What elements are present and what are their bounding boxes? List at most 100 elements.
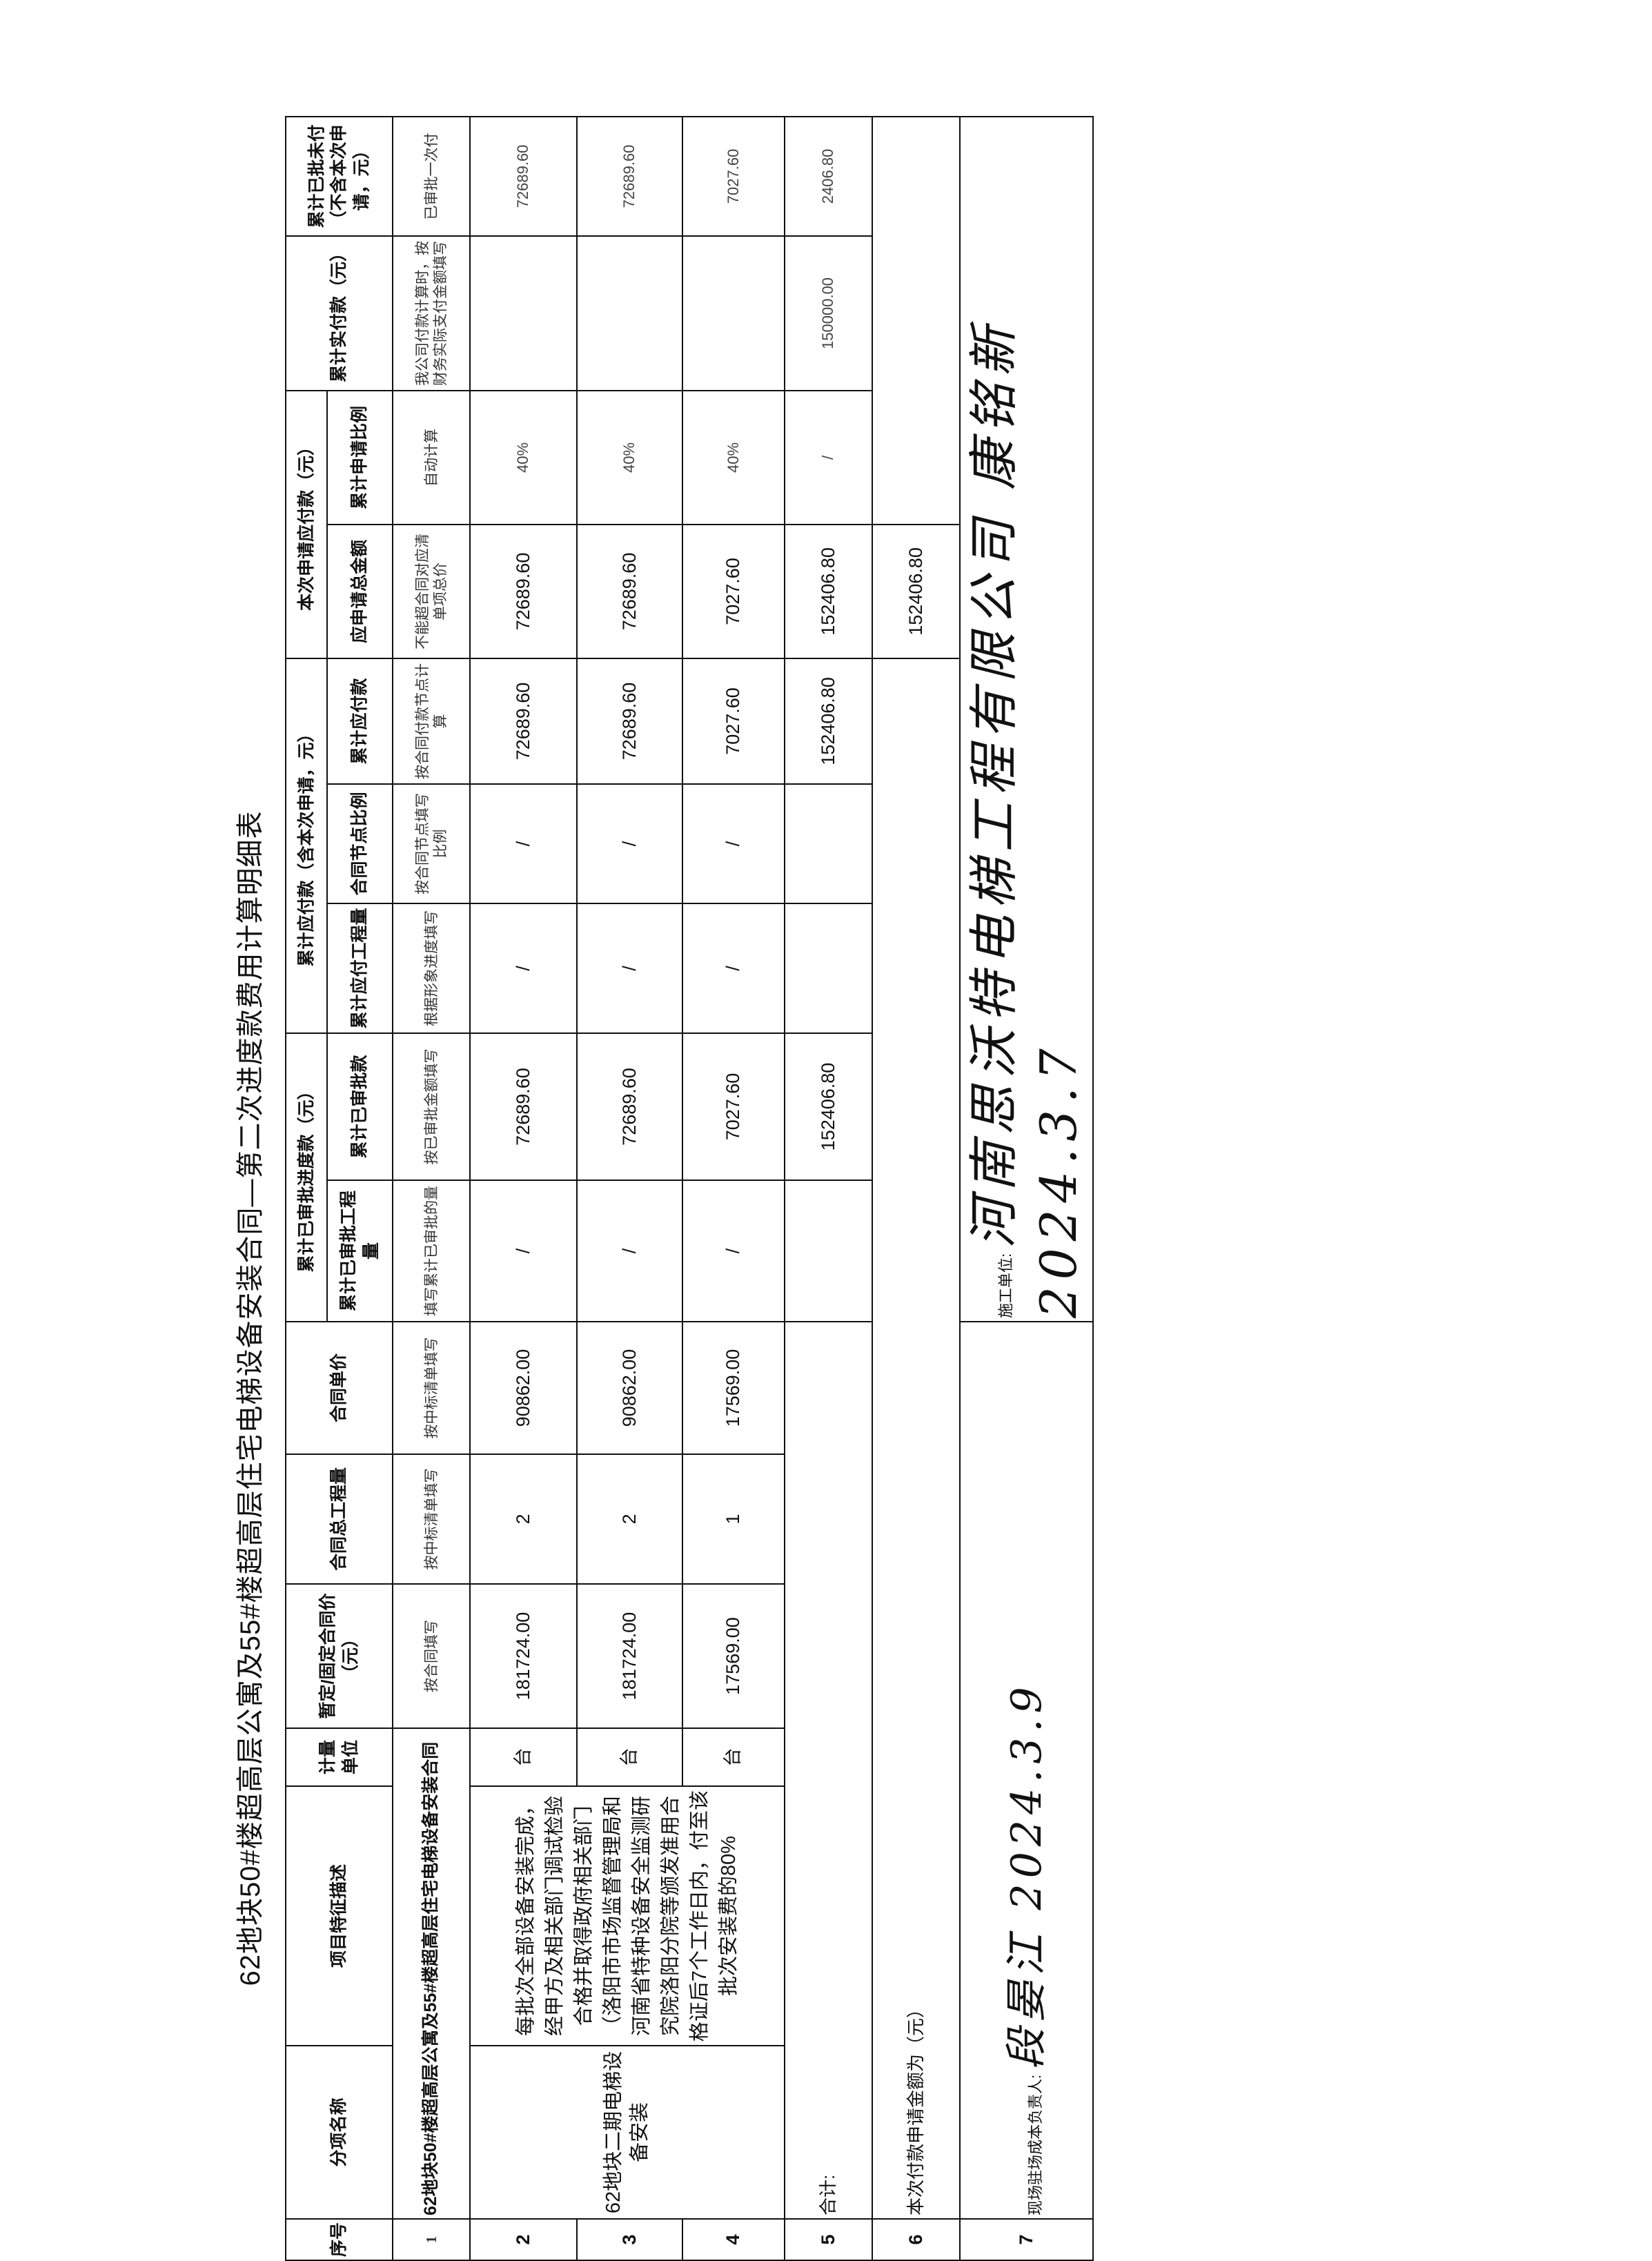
cell-approved-unpaid: 已审批一次付 <box>393 116 470 236</box>
cell-group-desc: 每批次全部设备安装完成，经甲方及相关部门调试检验合格并取得政府相关部门（洛阳市市… <box>470 1786 785 2046</box>
cell-group-name: 62地块二期电梯设备安装 <box>470 2046 785 2219</box>
cell-seq: 4 <box>682 2219 785 2260</box>
cell-paid: 我公司付款计算时，按财务实际支付金额填写 <box>393 235 470 391</box>
current-payment-row: 6 本次付款申请金额为（元） 152406.80 <box>872 116 960 2260</box>
cell-contract-price: 按合同填写 <box>393 1584 470 1728</box>
header-paid: 累计实付款（元） <box>286 235 393 391</box>
cell-node-ratio: / <box>470 783 577 903</box>
cell-payable-amount: 按合同付款节点计算 <box>393 658 470 784</box>
cell-apply-total: 不能超合同对应清单项总价 <box>393 524 470 658</box>
header-apply-ratio: 累计申请比例 <box>327 390 393 525</box>
signature-row: 7 现场驻场成本负责人: 段晏江 2024.3.9 施工单位: 河南思沃特电梯工… <box>960 116 1094 2260</box>
cell-payable-amount: 72689.60 <box>470 658 577 784</box>
total-payable-amount: 152406.80 <box>785 658 872 784</box>
header-contract-qty: 合同总工程量 <box>286 1454 393 1584</box>
cell-unit-price: 17569.00 <box>682 1322 785 1454</box>
cell-approved-unpaid: 72689.60 <box>577 116 682 236</box>
cell-unit: 台 <box>577 1728 682 1786</box>
header-group-current: 本次申请应付款（元） <box>286 390 327 658</box>
header-seq: 序号 <box>286 2219 393 2260</box>
header-payable-amount: 累计应付款 <box>327 658 393 784</box>
cell-seq: 2 <box>470 2219 577 2260</box>
cell-contract-qty: 按中标清单填写 <box>393 1454 470 1584</box>
site-manager-label: 现场驻场成本负责人: <box>1026 2074 1044 2215</box>
header-group-payable: 累计应付款（含本次申请，元） <box>286 658 327 1033</box>
cell-apply-total: 72689.60 <box>577 524 682 658</box>
total-apply-ratio: / <box>785 390 872 525</box>
header-node-ratio: 合同节点比例 <box>327 783 393 903</box>
cell-payable-qty: 根据形象进度填写 <box>393 903 470 1033</box>
cell-unit: 台 <box>682 1728 785 1786</box>
cell-payable-qty: / <box>470 903 577 1033</box>
cell-apply-total: 72689.60 <box>470 524 577 658</box>
cell-approved-unpaid: 72689.60 <box>470 116 577 236</box>
table-row: 1 62地块50#楼超高层公寓及55#楼超高层住宅电梯设备安装合同 按合同填写 … <box>393 116 470 2260</box>
cell-payable-qty <box>785 903 872 1033</box>
current-payment-blank <box>872 116 960 525</box>
cell-node-ratio <box>785 783 872 903</box>
header-approved-unpaid: 累计已批未付（不含本次申请，元） <box>286 116 393 236</box>
header-item-name: 分项名称 <box>286 2046 393 2219</box>
cell-seq: 3 <box>577 2219 682 2260</box>
cell-seq: 1 <box>393 2219 470 2260</box>
cell-apply-ratio: 40% <box>577 390 682 525</box>
site-manager-signature: 段晏江 2024.3.9 <box>1002 1681 1051 2070</box>
header-approved-amount: 累计已审批款 <box>327 1032 393 1180</box>
total-approved-amount: 152406.80 <box>785 1032 872 1180</box>
cell-contract-name: 62地块50#楼超高层公寓及55#楼超高层住宅电梯设备安装合同 <box>393 1728 470 2219</box>
contractor-label: 施工单位: <box>997 1253 1014 1318</box>
total-apply-total: 152406.80 <box>785 524 872 658</box>
cell-contract-price: 181724.00 <box>577 1584 682 1728</box>
cell-payable-amount: 72689.60 <box>577 658 682 784</box>
total-row: 5 合计: 152406.80 152406.80 152406.80 / 15… <box>785 116 872 2260</box>
cell-approved-qty: 填写累计已审批的量 <box>393 1180 470 1322</box>
header-row-group: 序号 分项名称 项目特征描述 计量单位 暂定/固定合同价（元） 合同总工程量 合… <box>286 116 393 2260</box>
contractor-signature: 河南思沃特电梯工程有限公司 康铭新 2024.3.7 <box>965 320 1088 1318</box>
site-manager-cell: 现场驻场成本负责人: 段晏江 2024.3.9 <box>960 1322 1094 2219</box>
cell-node-ratio: / <box>682 783 785 903</box>
cell-payable-qty: / <box>577 903 682 1033</box>
header-unit: 计量单位 <box>286 1728 393 1786</box>
cell-approved-amount: 72689.60 <box>577 1032 682 1180</box>
cell-unit-price: 90862.00 <box>470 1322 577 1454</box>
header-contract-price: 暂定/固定合同价（元） <box>286 1584 393 1728</box>
cell-approved-qty: / <box>682 1180 785 1322</box>
cell-contract-qty: 1 <box>682 1454 785 1584</box>
document-title: 62地块50#楼超高层公寓及55#楼超高层住宅电梯设备安装合同—第二次进度款费用… <box>235 810 266 1986</box>
cell-contract-price: 17569.00 <box>682 1584 785 1728</box>
table-row: 2 62地块二期电梯设备安装 每批次全部设备安装完成，经甲方及相关部门调试检验合… <box>470 116 785 2260</box>
cell-unit: 台 <box>470 1728 577 1786</box>
cell-seq: 5 <box>785 2219 872 2260</box>
cell-approved-amount: 72689.60 <box>470 1032 577 1180</box>
cell-seq: 6 <box>872 2219 960 2260</box>
total-label: 合计: <box>785 1322 872 2219</box>
cell-unit-price: 按中标清单填写 <box>393 1322 470 1454</box>
cell-paid <box>577 235 682 391</box>
cell-apply-ratio: 40% <box>682 390 785 525</box>
cell-approved-qty: / <box>577 1180 682 1322</box>
cell-contract-qty: 2 <box>470 1454 577 1584</box>
header-item-desc: 项目特征描述 <box>286 1786 393 2046</box>
cell-apply-total: 7027.60 <box>682 524 785 658</box>
cell-unit-price: 90862.00 <box>577 1322 682 1454</box>
current-payment-label: 本次付款申请金额为（元） <box>872 658 960 2219</box>
total-approved-unpaid: 2406.80 <box>785 116 872 236</box>
total-paid: 150000.00 <box>785 235 872 391</box>
cell-approved-qty: / <box>470 1180 577 1322</box>
cell-approved-qty <box>785 1180 872 1322</box>
cell-node-ratio: 按合同节点填写比例 <box>393 783 470 903</box>
header-unit-price: 合同单价 <box>286 1322 393 1454</box>
cell-paid <box>470 235 577 391</box>
cell-payable-qty: / <box>682 903 785 1033</box>
contractor-cell: 施工单位: 河南思沃特电梯工程有限公司 康铭新 2024.3.7 <box>960 116 1094 1322</box>
cell-approved-unpaid: 7027.60 <box>682 116 785 236</box>
cell-apply-ratio: 自动计算 <box>393 390 470 525</box>
header-group-approved: 累计已审批进度款（元） <box>286 1032 327 1322</box>
cell-node-ratio: / <box>577 783 682 903</box>
progress-payment-table: 序号 分项名称 项目特征描述 计量单位 暂定/固定合同价（元） 合同总工程量 合… <box>285 116 1094 2261</box>
header-apply-total: 应申请总金额 <box>327 524 393 658</box>
cell-paid <box>682 235 785 391</box>
header-payable-qty: 累计应付工程量 <box>327 903 393 1033</box>
header-approved-qty: 累计已审批工程量 <box>327 1180 393 1322</box>
cell-apply-ratio: 40% <box>470 390 577 525</box>
